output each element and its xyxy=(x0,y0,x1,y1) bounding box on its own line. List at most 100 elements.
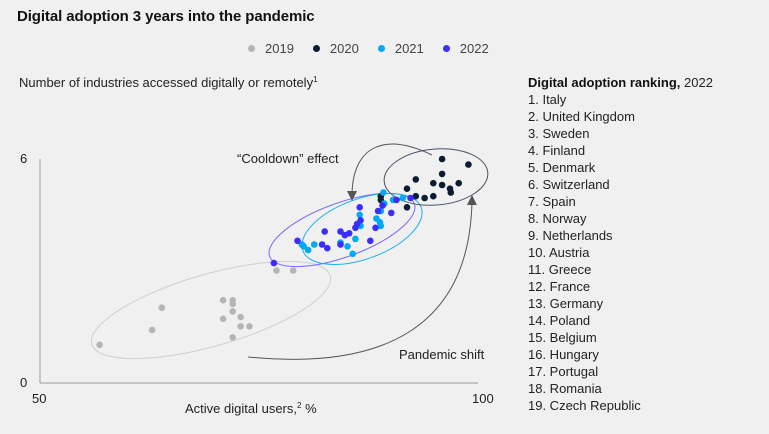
data-point-2022 xyxy=(374,207,382,215)
ranking-item: 10. Austria xyxy=(528,245,590,260)
data-point-2019 xyxy=(219,315,227,323)
data-point-2021 xyxy=(380,189,387,196)
ranking-item: 15. Belgium xyxy=(528,330,597,345)
data-point-2019 xyxy=(246,323,253,330)
data-point-2022 xyxy=(407,194,414,202)
y-tick-label: 0 xyxy=(20,375,28,390)
pandemic-shift-annotation: Pandemic shift xyxy=(399,347,485,362)
data-point-2020 xyxy=(403,204,411,211)
data-point-2022 xyxy=(270,259,278,267)
data-point-2020 xyxy=(455,179,463,187)
data-point-2020 xyxy=(403,185,411,192)
data-point-2019 xyxy=(219,296,227,304)
data-point-2021 xyxy=(304,246,312,254)
data-point-2021 xyxy=(399,194,407,202)
data-point-2019 xyxy=(289,267,297,274)
data-point-2021 xyxy=(352,235,359,243)
x-tick-label: 50 xyxy=(32,391,47,406)
ranking-item: 6. Switzerland xyxy=(528,177,610,192)
ranking-item: 4. Finland xyxy=(528,143,586,158)
data-point-2019 xyxy=(148,326,156,334)
y-axis-label: Number of industries accessed digitally … xyxy=(19,75,318,90)
ranking-item: 9. Netherlands xyxy=(528,228,613,243)
legend-item-2019: 2019 xyxy=(248,41,294,56)
data-point-2021 xyxy=(344,243,351,250)
data-point-2020 xyxy=(465,161,472,168)
data-point-2020 xyxy=(438,181,446,189)
ranking-panel: Digital adoption ranking, 2022 1. Italy 2… xyxy=(528,74,713,414)
ranking-item: 2. United Kingdom xyxy=(528,109,635,124)
ranking-item: 18. Romania xyxy=(528,381,602,396)
data-point-2022 xyxy=(337,228,344,235)
data-point-2020 xyxy=(438,170,446,178)
y-tick-label: 6 xyxy=(20,151,28,166)
ranking-item: 8. Norway xyxy=(528,211,587,226)
cooldown-annotation: “Cooldown” effect xyxy=(237,151,339,166)
data-point-2021 xyxy=(349,250,357,258)
legend-label: 2022 xyxy=(459,41,489,56)
data-point-2020 xyxy=(412,176,420,183)
legend-label: 2019 xyxy=(265,41,294,56)
data-point-2020 xyxy=(438,155,446,163)
ranking-item: 19. Czech Republic xyxy=(528,398,641,413)
data-point-2022 xyxy=(388,209,395,217)
legend: 2019 2020 2021 2022 xyxy=(248,41,508,56)
data-point-2020 xyxy=(412,192,420,200)
data-point-2022 xyxy=(352,224,359,232)
data-point-2019 xyxy=(229,308,236,315)
data-point-2019 xyxy=(158,304,166,312)
data-point-2019 xyxy=(237,313,244,321)
data-point-2021 xyxy=(356,211,364,219)
data-point-2022 xyxy=(379,202,386,209)
chart-title: Digital adoption 3 years into the pandem… xyxy=(17,8,315,25)
ranking-item: 17. Portugal xyxy=(528,364,599,379)
cluster-ellipse-2019 xyxy=(90,260,332,360)
data-point-2019 xyxy=(229,334,236,341)
data-point-2020 xyxy=(421,194,428,202)
data-point-2022 xyxy=(318,241,326,248)
ranking-item: 12. France xyxy=(528,279,591,294)
legend-label: 2021 xyxy=(394,41,424,56)
data-point-2019 xyxy=(229,300,236,308)
data-point-2022 xyxy=(294,237,301,245)
legend-marker-2020 xyxy=(312,45,320,52)
data-point-2020 xyxy=(447,189,455,196)
ranking-item: 14. Poland xyxy=(528,313,591,328)
ranking-title: Digital adoption ranking, 2022 xyxy=(528,75,713,90)
ranking-item: 13. Germany xyxy=(528,296,604,311)
data-point-2019 xyxy=(96,341,103,349)
x-tick-label: 100 xyxy=(472,391,494,406)
legend-marker-2022 xyxy=(442,45,450,52)
data-point-2022 xyxy=(337,241,344,248)
ranking-item: 3. Sweden xyxy=(528,126,590,141)
cluster-ellipse-2020 xyxy=(383,148,489,206)
data-point-2019 xyxy=(237,323,244,330)
data-point-2022 xyxy=(372,224,379,232)
legend-item-2022: 2022 xyxy=(442,41,489,56)
data-point-2021 xyxy=(377,222,385,230)
ranking-item: 5. Denmark xyxy=(528,160,596,175)
legend-item-2021: 2021 xyxy=(377,41,424,56)
ranking-item: 1. Italy xyxy=(528,92,567,107)
pandemic-shift-arrow xyxy=(247,195,477,360)
legend-item-2020: 2020 xyxy=(312,41,359,56)
data-points xyxy=(96,155,472,349)
data-point-2022 xyxy=(345,230,353,237)
ranking-item: 11. Greece xyxy=(528,262,592,277)
legend-label: 2020 xyxy=(329,41,359,56)
data-point-2020 xyxy=(430,192,437,200)
data-point-2022 xyxy=(321,228,329,235)
data-point-2022 xyxy=(367,237,374,245)
legend-marker-2021 xyxy=(377,45,385,52)
data-point-2022 xyxy=(393,196,400,204)
cooldown-arrow xyxy=(347,143,433,201)
ranking-item: 7. Spain xyxy=(528,194,576,209)
x-axis-label: Active digital users,2 % xyxy=(185,401,317,416)
data-point-2019 xyxy=(273,267,280,274)
data-point-2021 xyxy=(310,241,318,248)
data-point-2022 xyxy=(324,244,331,252)
ranking-item: 16. Hungary xyxy=(528,347,599,362)
data-point-2020 xyxy=(430,179,437,187)
data-point-2021 xyxy=(300,243,308,250)
